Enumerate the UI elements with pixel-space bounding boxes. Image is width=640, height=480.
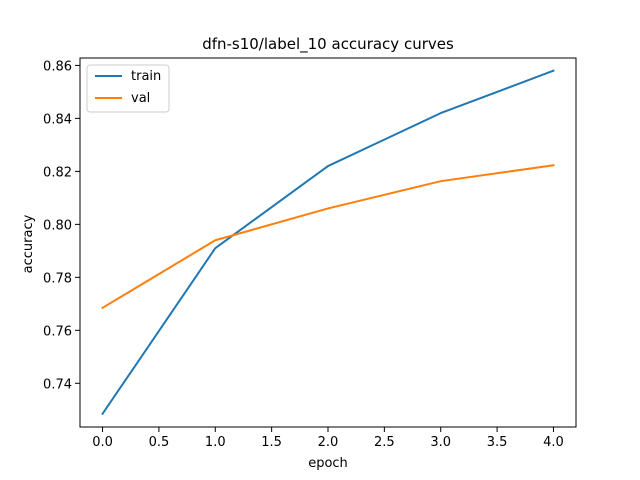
x-tick-label: 1.0 xyxy=(205,435,226,450)
plot-area: 0.0 0.5 1.0 1.5 2.0 2.5 3.0 3.5 4.0 0.74 0.76 0.78 0… xyxy=(43,57,577,450)
y-tick-label: 0.84 xyxy=(43,112,72,127)
y-tick-label: 0.78 xyxy=(43,271,72,286)
y-tick-label: 0.76 xyxy=(43,324,72,339)
x-axis-label: epoch xyxy=(308,456,348,471)
axes-frame xyxy=(79,57,577,428)
y-tick-label: 0.74 xyxy=(43,377,72,392)
series-line-train xyxy=(101,69,555,416)
x-tick-label: 3.5 xyxy=(487,435,508,450)
x-tick-label: 4.0 xyxy=(543,435,564,450)
x-tick-label: 3.0 xyxy=(430,435,451,450)
x-tick-label: 2.5 xyxy=(374,435,395,450)
x-tick-label: 2.0 xyxy=(318,435,339,450)
chart-title: dfn-s10/label_10 accuracy curves xyxy=(202,35,454,54)
series-line-val xyxy=(101,164,555,310)
x-tick-label: 0.0 xyxy=(92,435,113,450)
legend-label-train: train xyxy=(131,69,161,84)
y-axis-label: accuracy xyxy=(21,214,36,273)
y-tick-label: 0.86 xyxy=(43,59,72,74)
x-tick-label: 1.5 xyxy=(261,435,282,450)
legend-label-val: val xyxy=(131,91,150,106)
y-tick-label: 0.82 xyxy=(43,165,72,180)
y-tick-label: 0.80 xyxy=(43,218,72,233)
x-tick-label: 0.5 xyxy=(149,435,170,450)
